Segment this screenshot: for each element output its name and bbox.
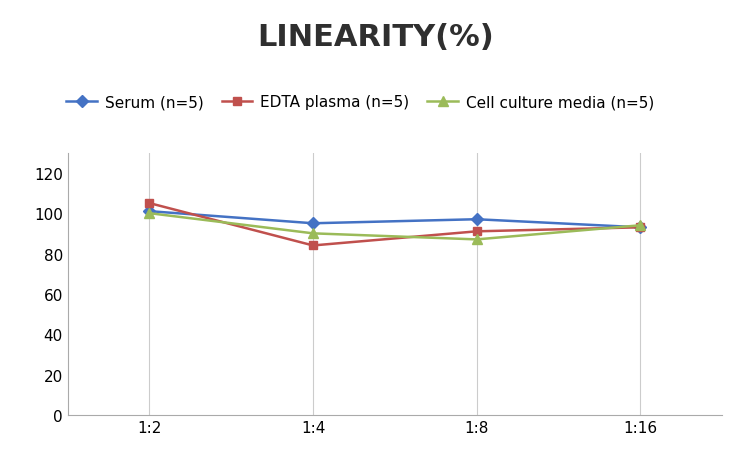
- Serum (n=5): [145, 209, 154, 214]
- Cell culture media (n=5): [635, 223, 644, 229]
- Serum (n=5): [308, 221, 317, 226]
- Cell culture media (n=5): [308, 231, 317, 236]
- Serum (n=5): [472, 217, 481, 222]
- Line: Cell culture media (n=5): Cell culture media (n=5): [144, 209, 645, 245]
- EDTA plasma (n=5): [635, 225, 644, 230]
- Cell culture media (n=5): [145, 211, 154, 216]
- Serum (n=5): [635, 225, 644, 230]
- Line: EDTA plasma (n=5): EDTA plasma (n=5): [145, 199, 644, 250]
- EDTA plasma (n=5): [145, 201, 154, 207]
- Cell culture media (n=5): [472, 237, 481, 243]
- Text: LINEARITY(%): LINEARITY(%): [258, 23, 494, 51]
- EDTA plasma (n=5): [308, 243, 317, 249]
- Legend: Serum (n=5), EDTA plasma (n=5), Cell culture media (n=5): Serum (n=5), EDTA plasma (n=5), Cell cul…: [60, 89, 660, 116]
- Line: Serum (n=5): Serum (n=5): [145, 207, 644, 232]
- EDTA plasma (n=5): [472, 229, 481, 235]
